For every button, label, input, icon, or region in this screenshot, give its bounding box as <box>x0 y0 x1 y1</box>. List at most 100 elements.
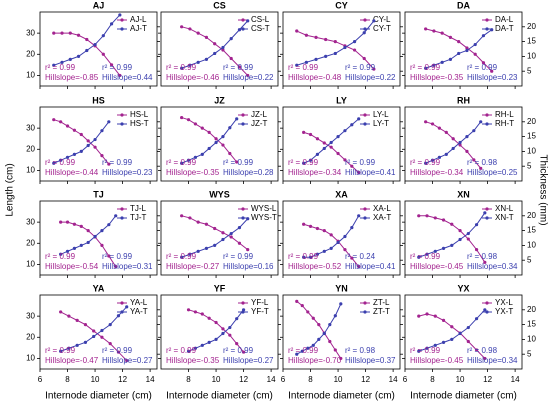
panel-title: CY <box>335 0 348 10</box>
x-tick-label: 8 <box>186 375 191 384</box>
x-tick-label: 10 <box>456 375 465 384</box>
data-point <box>362 56 366 61</box>
annotation: r² = 0.99 <box>345 63 376 72</box>
data-point <box>101 34 105 38</box>
y-tick-label: 10 <box>26 260 35 269</box>
legend-marker <box>485 207 489 211</box>
legend-marker <box>363 301 367 305</box>
data-point <box>424 161 428 165</box>
data-point <box>214 137 218 141</box>
annotation: r² = 0.99 <box>223 346 254 355</box>
legend-label: JZ-T <box>251 119 268 128</box>
annotation: Hillslope=-0.45 <box>410 356 464 365</box>
data-point <box>437 155 442 159</box>
data-point <box>100 129 104 133</box>
x-tick-label: 12 <box>483 375 492 384</box>
data-point <box>451 137 455 141</box>
data-point <box>180 115 184 120</box>
data-point <box>302 222 306 226</box>
data-point <box>85 48 89 53</box>
data-point <box>343 129 347 133</box>
data-point <box>424 66 428 70</box>
x-tick-label: 12 <box>239 375 248 384</box>
data-point <box>237 241 242 245</box>
annotation: r² = 0.98 <box>345 346 376 355</box>
data-point <box>213 226 217 231</box>
data-point <box>228 151 232 156</box>
data-point <box>207 340 211 344</box>
data-point <box>196 220 200 224</box>
annotation: r² = 0.99 <box>288 252 319 261</box>
data-point <box>180 25 184 29</box>
data-point <box>352 48 357 52</box>
data-point <box>229 56 233 61</box>
panel-frame <box>404 11 523 87</box>
data-point <box>65 155 70 159</box>
data-point <box>188 216 192 220</box>
y2-tick-label: 20 <box>527 305 536 314</box>
annotation: Hillslope=-0.52 <box>288 262 342 271</box>
x-tick-label: 10 <box>91 375 100 384</box>
y2-tick-label: 10 <box>527 335 536 344</box>
data-point <box>295 299 299 303</box>
data-point <box>308 255 313 259</box>
data-point <box>308 224 313 228</box>
legend-marker <box>363 216 367 220</box>
data-point <box>350 226 354 230</box>
data-point <box>100 243 104 247</box>
data-point <box>204 222 209 226</box>
panel-frame <box>160 200 279 276</box>
data-point <box>465 48 469 53</box>
data-point <box>180 255 184 259</box>
data-point <box>207 146 211 151</box>
annotation: Hillslope=0.27 <box>102 356 153 365</box>
y-tick-label: 10 <box>26 354 35 363</box>
annotation: r² = 0.99 <box>288 158 319 167</box>
annotation: r² = 0.99 <box>102 63 133 72</box>
data-point <box>235 317 239 321</box>
data-point <box>67 346 71 350</box>
data-point <box>93 137 97 142</box>
x-axis-label: Internode diameter (cm) <box>410 391 517 402</box>
data-point <box>213 243 217 247</box>
annotation: Hillslope=0.23 <box>467 73 518 82</box>
x-tick-label: 8 <box>308 375 313 384</box>
legend-marker <box>241 310 245 314</box>
data-point <box>433 249 437 253</box>
annotation: r² = 0.99 <box>166 252 197 261</box>
data-point <box>235 160 239 164</box>
data-point <box>109 63 114 67</box>
data-point <box>441 246 446 250</box>
data-point <box>472 158 476 162</box>
annotation: r² = 0.99 <box>102 252 133 261</box>
panel-frame <box>160 11 279 87</box>
data-point <box>213 42 217 46</box>
panel-title: RH <box>457 95 470 105</box>
data-point <box>450 325 454 329</box>
legend-label: XA-T <box>373 213 391 222</box>
legend-marker <box>120 122 124 126</box>
panel-title: JZ <box>214 95 225 105</box>
data-point <box>474 248 479 252</box>
data-point <box>440 31 444 35</box>
data-point <box>200 126 204 130</box>
data-point <box>193 310 198 314</box>
legend-marker <box>120 301 124 305</box>
data-point <box>425 346 429 350</box>
legend-marker <box>241 113 245 117</box>
data-point <box>85 37 89 42</box>
data-point <box>343 248 347 252</box>
annotation: r² = 0.99 <box>410 346 441 355</box>
data-point <box>441 318 446 322</box>
legend-marker <box>363 18 367 22</box>
data-point <box>306 346 310 350</box>
data-point <box>109 22 114 26</box>
data-point <box>200 152 204 156</box>
panel-title: YX <box>457 283 469 293</box>
annotation: Hillslope=-0.46 <box>166 73 220 82</box>
data-point <box>295 63 299 67</box>
x-tick-label: 8 <box>430 375 435 384</box>
annotation: Hillslope=0.28 <box>223 168 274 177</box>
data-point <box>315 137 320 141</box>
data-point <box>59 252 63 256</box>
